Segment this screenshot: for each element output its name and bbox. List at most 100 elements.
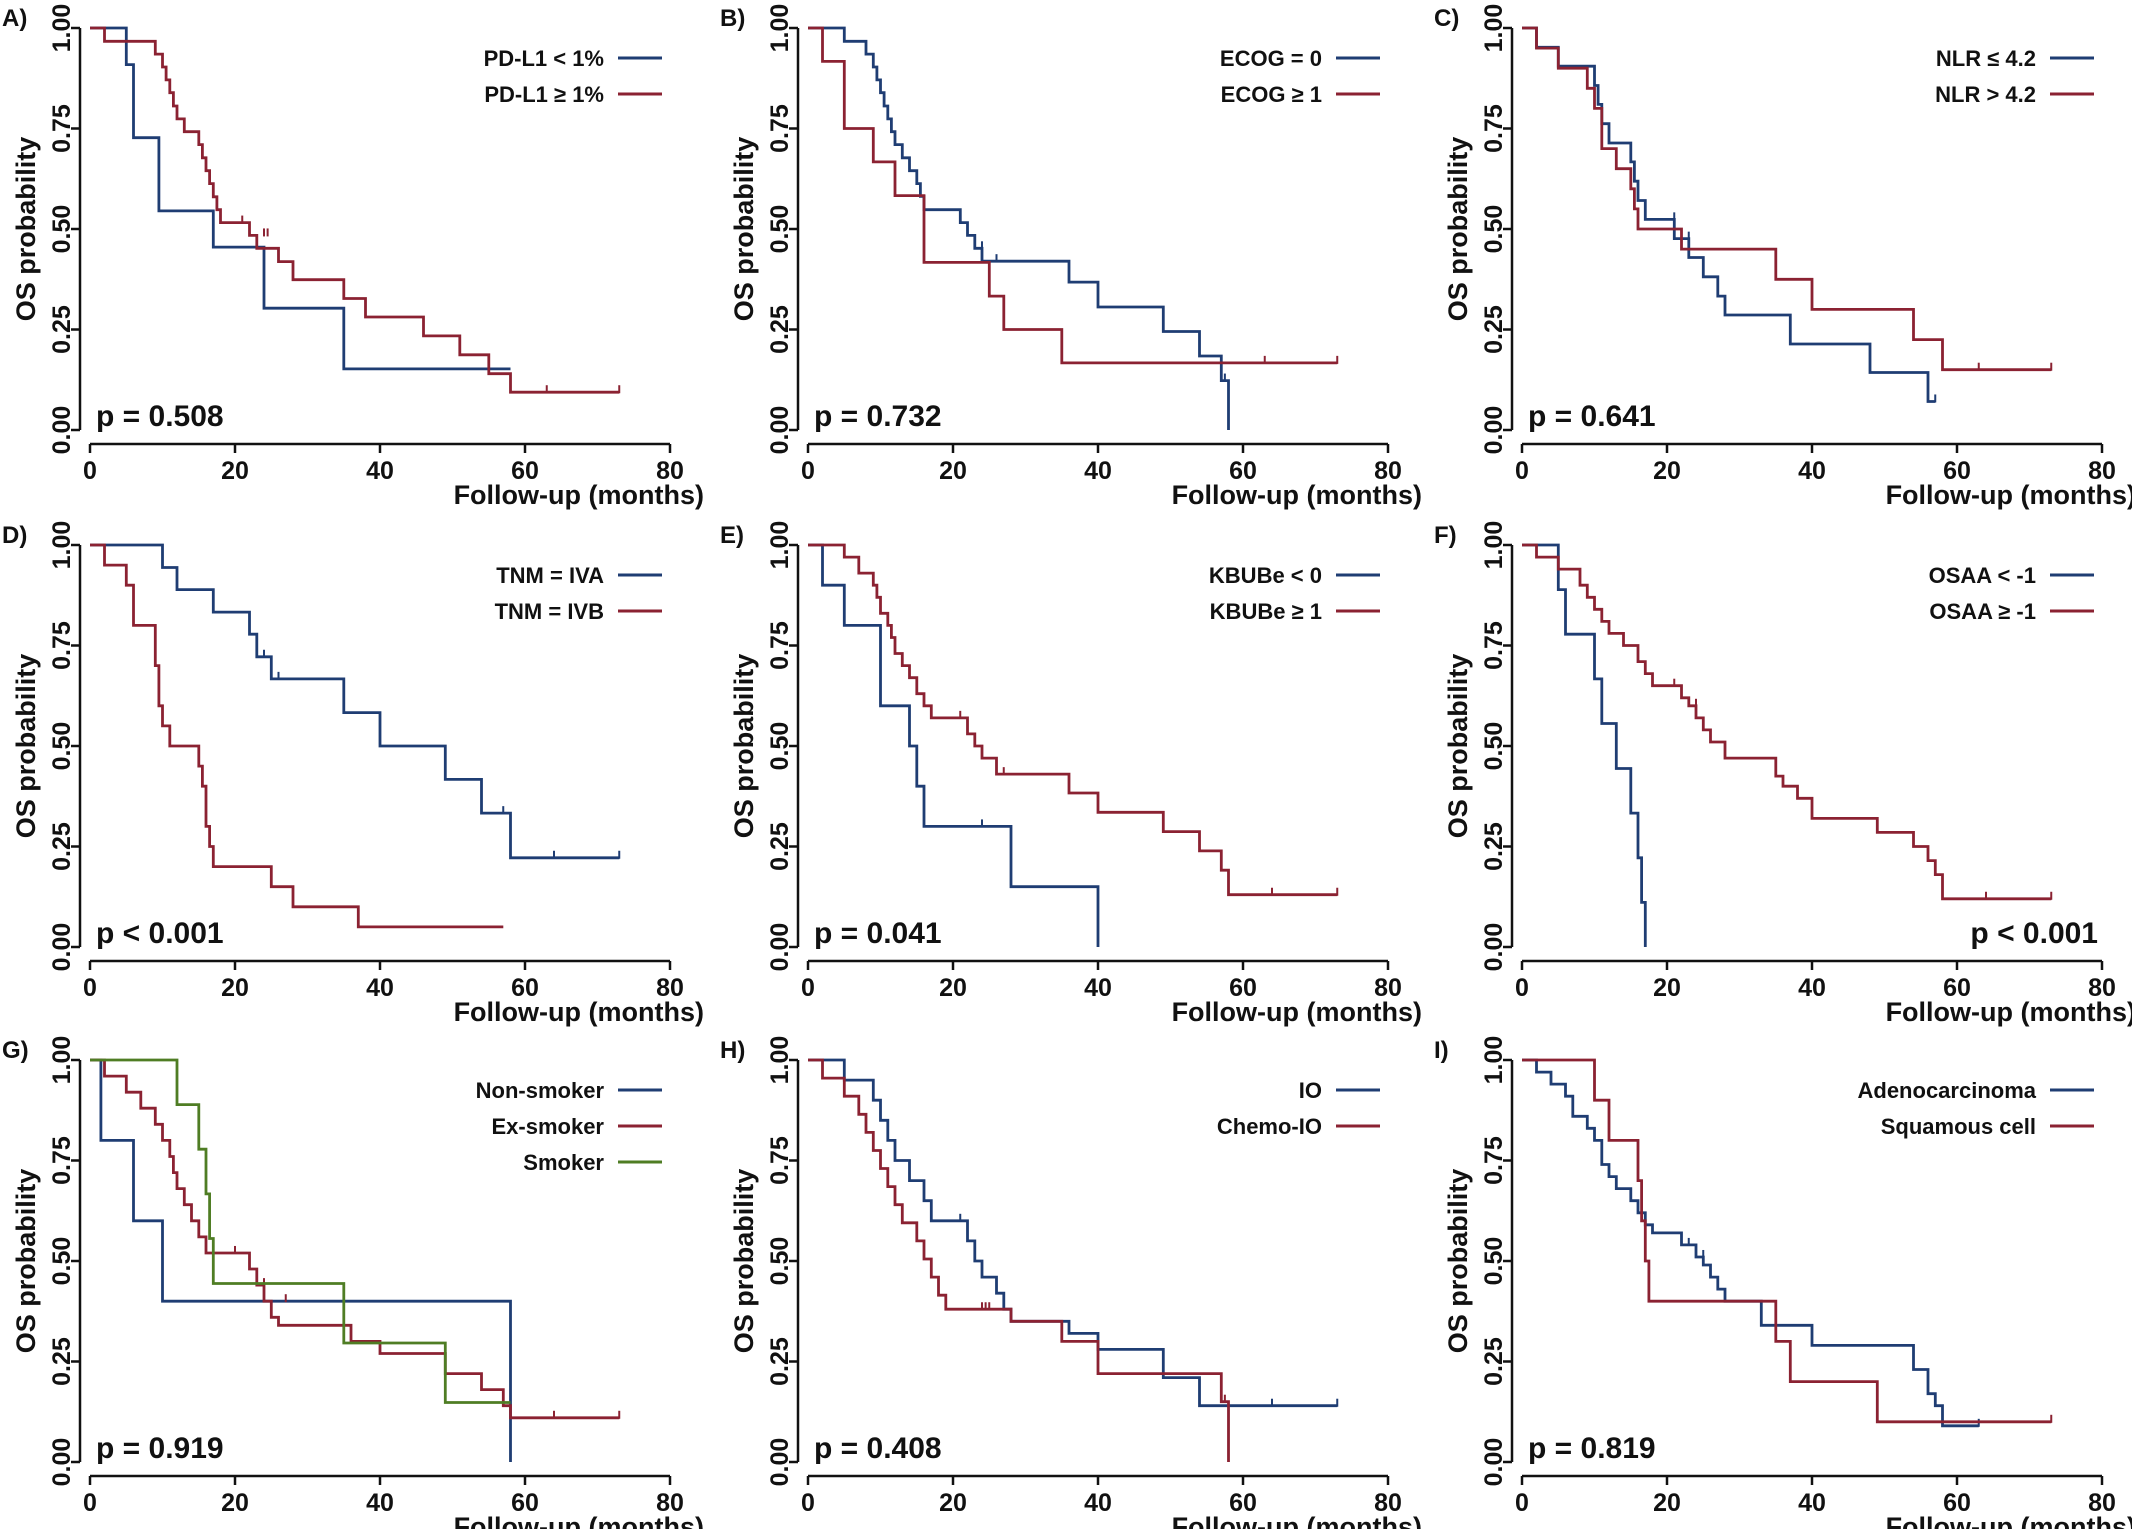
x-tick-label: 80 bbox=[656, 974, 684, 1002]
y-tick-label: 0.00 bbox=[1480, 923, 1508, 972]
legend-entry: Squamous cell bbox=[1881, 1114, 2036, 1139]
y-tick-label: 0.75 bbox=[48, 621, 76, 670]
x-tick-label: 0 bbox=[801, 1489, 815, 1517]
legend-entry: IO bbox=[1299, 1078, 1322, 1103]
y-tick-label: 0.00 bbox=[1480, 1438, 1508, 1487]
x-tick-label: 20 bbox=[939, 1489, 967, 1517]
survival-curve-2 bbox=[90, 26, 620, 394]
panel-letter: B) bbox=[720, 5, 745, 32]
y-tick-label: 0.50 bbox=[1480, 1237, 1508, 1286]
y-tick-label: 0.00 bbox=[48, 1438, 76, 1487]
x-tick-label: 60 bbox=[511, 1489, 539, 1517]
x-tick-label: 0 bbox=[83, 457, 97, 485]
y-tick-label: 1.00 bbox=[1480, 4, 1508, 53]
x-tick-label: 80 bbox=[656, 457, 684, 485]
y-tick-label: 0.50 bbox=[1480, 205, 1508, 254]
x-tick-label: 0 bbox=[1515, 974, 1529, 1002]
y-tick-label: 1.00 bbox=[766, 4, 794, 53]
y-axis-title: OS probability bbox=[729, 654, 759, 839]
x-axis-title: Follow-up (months) bbox=[1172, 997, 1422, 1027]
y-tick-label: 1.00 bbox=[766, 1036, 794, 1085]
y-tick-label: 0.75 bbox=[1480, 104, 1508, 153]
survival-curve-1 bbox=[808, 26, 1230, 430]
y-tick-label: 0.25 bbox=[48, 822, 76, 871]
y-tick-label: 0.50 bbox=[766, 722, 794, 771]
survival-curve-1 bbox=[90, 543, 620, 860]
survival-curve-2 bbox=[808, 1058, 1230, 1462]
y-tick-label: 0.25 bbox=[766, 1337, 794, 1386]
y-tick-label: 0.00 bbox=[766, 406, 794, 455]
panel-letter: I) bbox=[1434, 1037, 1449, 1064]
x-axis-title: Follow-up (months) bbox=[1886, 1512, 2132, 1529]
y-tick-label: 0.75 bbox=[48, 104, 76, 153]
p-value-label: p = 0.041 bbox=[814, 917, 942, 950]
panel-letter: E) bbox=[720, 522, 744, 549]
y-tick-label: 0.25 bbox=[48, 305, 76, 354]
survival-curve-2 bbox=[1522, 1058, 2052, 1424]
legend-entry: KBUBe ≥ 1 bbox=[1210, 599, 1322, 624]
survival-curve-2 bbox=[1522, 26, 2052, 372]
x-tick-label: 20 bbox=[1653, 1489, 1681, 1517]
x-tick-label: 80 bbox=[1374, 457, 1402, 485]
legend-entry: TNM = IVB bbox=[495, 599, 604, 624]
x-axis-title: Follow-up (months) bbox=[454, 1512, 704, 1529]
x-tick-label: 60 bbox=[1943, 1489, 1971, 1517]
legend-entry: Chemo-IO bbox=[1217, 1114, 1322, 1139]
survival-curve-2 bbox=[90, 543, 504, 929]
y-tick-label: 0.00 bbox=[48, 923, 76, 972]
x-tick-label: 0 bbox=[801, 974, 815, 1002]
panel-letter: F) bbox=[1434, 522, 1457, 549]
survival-curve-2 bbox=[808, 26, 1338, 365]
x-tick-label: 60 bbox=[1943, 974, 1971, 1002]
legend-entry: Ex-smoker bbox=[491, 1114, 604, 1139]
survival-curve-1 bbox=[90, 1058, 512, 1462]
x-tick-label: 60 bbox=[1229, 457, 1257, 485]
x-tick-label: 0 bbox=[83, 1489, 97, 1517]
x-tick-label: 80 bbox=[656, 1489, 684, 1517]
x-tick-label: 40 bbox=[1084, 974, 1112, 1002]
x-axis-title: Follow-up (months) bbox=[454, 997, 704, 1027]
x-tick-label: 0 bbox=[1515, 457, 1529, 485]
legend-entry: TNM = IVA bbox=[496, 563, 604, 588]
y-tick-label: 0.25 bbox=[48, 1337, 76, 1386]
y-tick-label: 1.00 bbox=[766, 521, 794, 570]
p-value-label: p = 0.641 bbox=[1528, 400, 1656, 433]
x-tick-label: 60 bbox=[1229, 1489, 1257, 1517]
legend-entry: PD-L1 ≥ 1% bbox=[484, 82, 604, 107]
x-tick-label: 60 bbox=[511, 457, 539, 485]
p-value-label: p < 0.001 bbox=[1970, 917, 2098, 950]
panel-letter: H) bbox=[720, 1037, 745, 1064]
legend-entry: NLR > 4.2 bbox=[1935, 82, 2036, 107]
y-axis-title: OS probability bbox=[11, 654, 41, 839]
y-tick-label: 0.75 bbox=[766, 621, 794, 670]
p-value-label: p = 0.919 bbox=[96, 1432, 224, 1465]
y-axis-title: OS probability bbox=[1443, 137, 1473, 322]
x-tick-label: 20 bbox=[1653, 457, 1681, 485]
x-tick-label: 40 bbox=[366, 1489, 394, 1517]
y-tick-label: 0.00 bbox=[766, 1438, 794, 1487]
x-tick-label: 40 bbox=[366, 457, 394, 485]
x-axis-title: Follow-up (months) bbox=[1172, 480, 1422, 510]
legend-entry: Adenocarcinoma bbox=[1858, 1078, 2037, 1103]
p-value-label: p = 0.508 bbox=[96, 400, 224, 433]
x-tick-label: 40 bbox=[1084, 1489, 1112, 1517]
y-tick-label: 0.25 bbox=[1480, 822, 1508, 871]
p-value-label: p < 0.001 bbox=[96, 917, 224, 950]
y-tick-label: 0.00 bbox=[1480, 406, 1508, 455]
survival-curve-2 bbox=[808, 543, 1338, 897]
p-value-label: p = 0.732 bbox=[814, 400, 942, 433]
legend-entry: OSAA ≥ -1 bbox=[1929, 599, 2036, 624]
x-axis-title: Follow-up (months) bbox=[1886, 997, 2132, 1027]
panel-letter: D) bbox=[2, 522, 27, 549]
x-tick-label: 0 bbox=[801, 457, 815, 485]
y-tick-label: 1.00 bbox=[48, 1036, 76, 1085]
panel-letter: C) bbox=[1434, 5, 1459, 32]
y-axis-title: OS probability bbox=[11, 137, 41, 322]
x-tick-label: 40 bbox=[1798, 1489, 1826, 1517]
y-tick-label: 0.50 bbox=[48, 1237, 76, 1286]
x-axis-title: Follow-up (months) bbox=[454, 480, 704, 510]
